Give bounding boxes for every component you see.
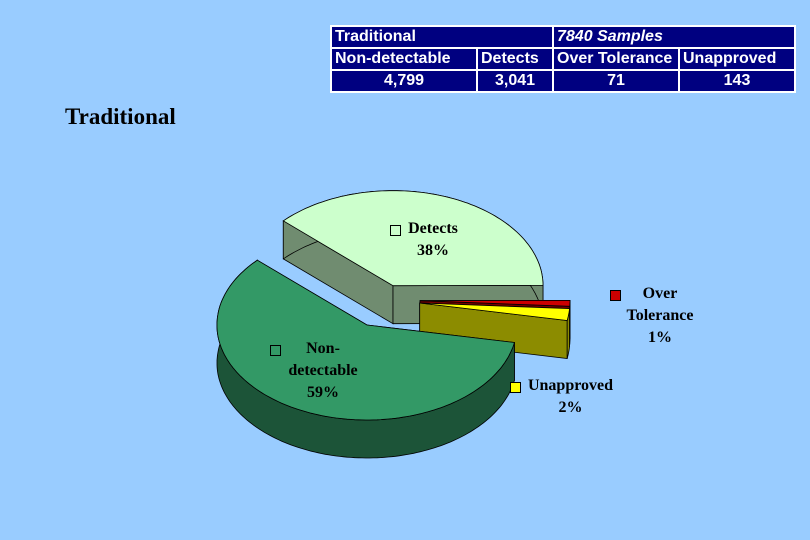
value-label: 1%: [648, 329, 672, 346]
slice-label: Non-detectable 59%: [283, 338, 363, 404]
slice-top: [216, 259, 515, 421]
table-header: Traditional: [330, 25, 554, 49]
slice-label: Unapproved 2%: [518, 375, 623, 419]
category-label: Non-detectable: [288, 340, 358, 379]
column-header: Over Tolerance: [552, 47, 680, 71]
table-header: 7840 Samples: [552, 25, 796, 49]
legend-swatch: [270, 345, 281, 356]
slice-top: [282, 190, 544, 287]
table-cell: 4,799: [330, 69, 478, 93]
category-label: Over Tolerance: [626, 285, 694, 324]
value-label: 38%: [417, 242, 449, 259]
legend-swatch: [610, 290, 621, 301]
column-header: Non-detectable: [330, 47, 478, 71]
category-label: Unapproved: [527, 377, 614, 394]
category-label: Detects: [408, 220, 458, 237]
summary-table: Traditional 7840 Samples Non-detectable D…: [330, 25, 796, 93]
slice-label: Over Tolerance 1%: [615, 283, 705, 349]
slice-label: Detects 38%: [398, 218, 468, 262]
value-label: 2%: [558, 399, 583, 416]
table-cell: 143: [678, 69, 796, 93]
table-cell: 71: [552, 69, 680, 93]
legend-swatch: [510, 382, 521, 393]
table-cell: 3,041: [476, 69, 554, 93]
column-header: Detects: [476, 47, 554, 71]
value-label: 59%: [307, 384, 339, 401]
slice-top: [419, 299, 571, 307]
column-header: Unapproved: [678, 47, 796, 71]
chart-title: Traditional: [65, 104, 176, 129]
legend-swatch: [390, 225, 401, 236]
slice-top: [419, 302, 570, 321]
